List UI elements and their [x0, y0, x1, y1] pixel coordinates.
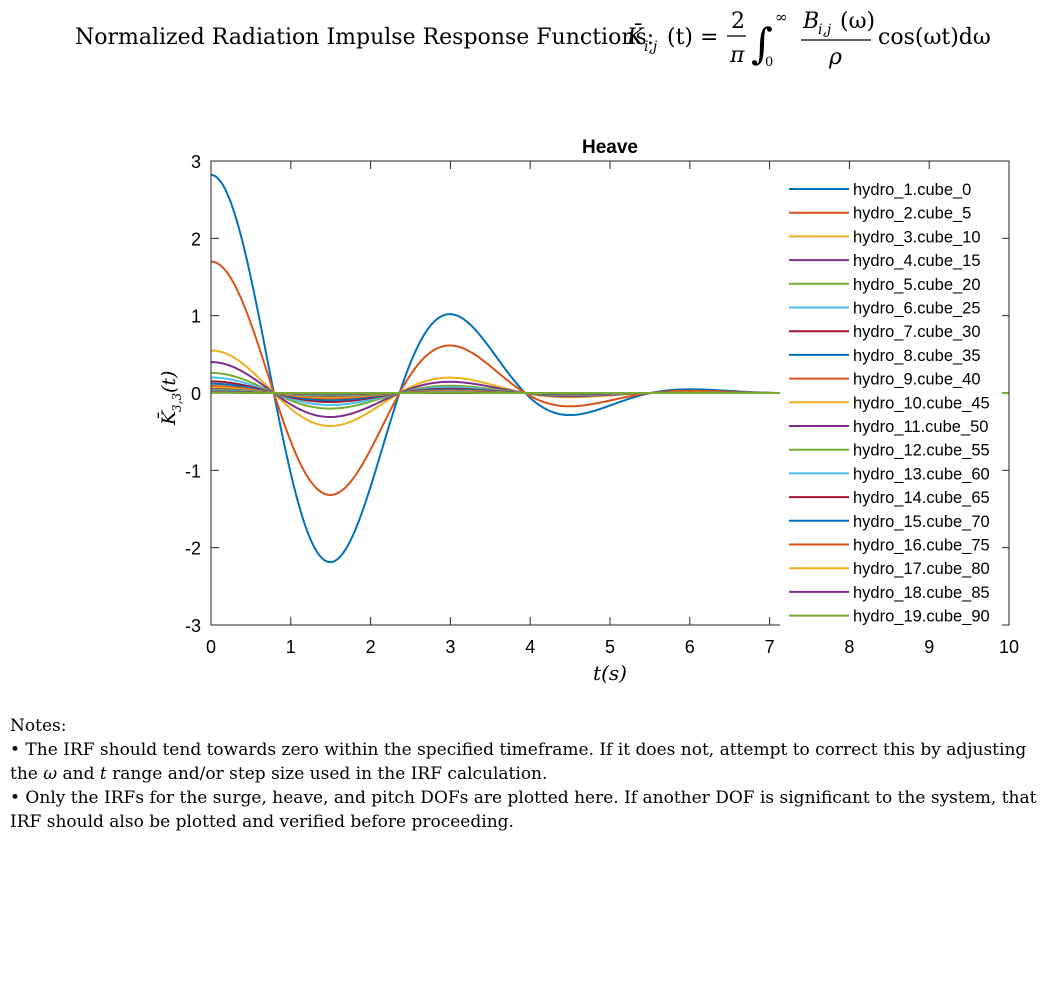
x-tick-label: 2: [366, 637, 376, 657]
header-lhs-arg: (t) =: [667, 25, 718, 50]
legend-entry: hydro_15.cube_70: [853, 513, 990, 531]
legend-entry: hydro_11.cube_50: [853, 418, 988, 436]
header-tail: cos(ωt)dω: [878, 25, 991, 50]
x-axis-label: t(s): [593, 661, 627, 685]
legend-entry: hydro_18.cube_85: [853, 584, 990, 602]
header-frac-num: 2: [731, 9, 745, 34]
notes-bullet-1-t: t: [99, 764, 107, 784]
header-integrand-num-arg: (ω): [840, 9, 875, 34]
notes-bullet-1-a: • The IRF should tend towards zero withi…: [10, 740, 1027, 784]
header-int-lower: 0: [765, 55, 773, 70]
legend-entry: hydro_14.cube_65: [853, 489, 990, 507]
header-lhs: K̄: [626, 23, 645, 50]
notes-bullet-1: • The IRF should tend towards zero withi…: [10, 738, 1040, 786]
x-tick-label: 9: [924, 637, 934, 657]
x-tick-label: 8: [844, 637, 854, 657]
heave-chart: 0 1 2 3 4 5 6 7 8 9 10 3 2 1 0 -1 -2 -3 Heave t(s) K̄ 3,3…: [0, 120, 1057, 700]
legend-entry: hydro_8.cube_35: [853, 347, 981, 365]
header-lhs-sub: i,j: [644, 39, 658, 55]
legend-entry: hydro_19.cube_90: [853, 608, 990, 626]
legend-entry: hydro_16.cube_75: [853, 537, 990, 555]
header-equation: Normalized Radiation Impulse Response Fu…: [75, 8, 991, 70]
legend-entry: hydro_1.cube_0: [853, 181, 971, 199]
x-tick-label: 6: [685, 637, 695, 657]
x-tick-label: 10: [999, 637, 1019, 657]
x-tick-label: 3: [445, 637, 455, 657]
x-tick-label: 0: [206, 637, 216, 657]
legend-entry: hydro_13.cube_60: [853, 465, 990, 483]
y-tick-label: -2: [185, 539, 201, 559]
notes-bullet-1-b: and: [57, 764, 100, 784]
legend-entry: hydro_7.cube_30: [853, 323, 981, 341]
header-frac-den: π: [729, 43, 745, 68]
legend-entry: hydro_12.cube_55: [853, 442, 990, 460]
legend-entry: hydro_4.cube_15: [853, 252, 981, 270]
header-integral: ∫: [751, 19, 773, 68]
legend-entry: hydro_9.cube_40: [853, 371, 981, 389]
x-tick-label: 1: [286, 637, 296, 657]
y-tick-label: -3: [185, 616, 201, 636]
y-axis-label-arg: (t): [158, 371, 180, 393]
y-tick-label: -1: [185, 461, 201, 481]
notes-section: Notes: • The IRF should tend towards zer…: [10, 714, 1040, 834]
legend-entry: hydro_17.cube_80: [853, 560, 990, 578]
legend-entry: hydro_10.cube_45: [853, 394, 990, 412]
chart-title: Heave: [582, 137, 638, 158]
header-integrand-den: ρ: [828, 45, 842, 70]
legend-entry: hydro_3.cube_10: [853, 228, 981, 246]
y-tick-label: 1: [191, 307, 201, 327]
x-tick-label: 5: [605, 637, 615, 657]
notes-bullet-1-omega: ω: [43, 764, 58, 784]
header-int-upper: ∞: [775, 8, 788, 26]
header-integrand-num: B: [802, 9, 819, 34]
header-integrand-num-sub: i,j: [818, 22, 832, 38]
legend-entry: hydro_6.cube_25: [853, 300, 981, 318]
axes-box: [210, 160, 1010, 626]
y-tick-label: 3: [191, 152, 201, 172]
legend-entry: hydro_5.cube_20: [853, 276, 981, 294]
x-tick-label: 4: [525, 637, 535, 657]
notes-bullet-1-c: range and/or step size used in the IRF c…: [106, 764, 548, 784]
y-axis-label-main: K̄: [157, 409, 180, 426]
legend-entry: hydro_2.cube_5: [853, 205, 971, 223]
y-axis-label-sub: 3,3: [170, 393, 184, 412]
y-axis-label: K̄ 3,3 (t): [157, 371, 184, 426]
header-prefix: Normalized Radiation Impulse Response Fu…: [75, 25, 654, 50]
y-tick-label: 0: [191, 384, 201, 404]
y-tick-label: 2: [191, 229, 201, 249]
notes-bullet-2: • Only the IRFs for the surge, heave, an…: [10, 788, 1037, 832]
notes-heading: Notes:: [10, 716, 67, 736]
x-tick-label: 7: [765, 637, 775, 657]
